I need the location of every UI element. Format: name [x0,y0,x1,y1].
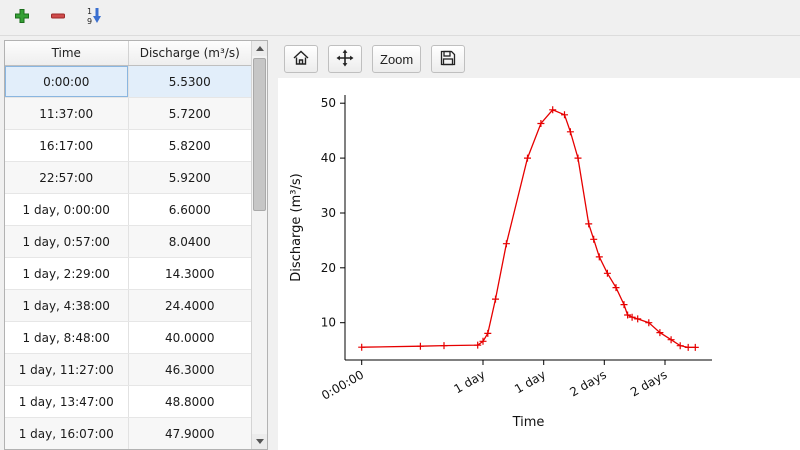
discharge-cell[interactable]: 6.6000 [128,193,251,226]
table-row[interactable]: 1 day, 13:47:00 48.8000 [5,385,251,418]
time-cell[interactable]: 1 day, 16:07:00 [5,417,129,449]
svg-text:Discharge (m³/s): Discharge (m³/s) [289,173,304,281]
column-header-discharge[interactable]: Discharge (m³/s) [128,41,251,66]
main-toolbar: 1 9 [0,0,800,36]
discharge-cell[interactable]: 8.0400 [128,225,251,258]
svg-text:40: 40 [321,151,336,165]
table-row[interactable]: 1 day, 8:48:00 40.0000 [5,321,251,354]
svg-text:50: 50 [321,96,336,110]
time-series-table: Time Discharge (m³/s) 0:00:00 5.5300 11:37… [5,41,251,449]
time-cell[interactable]: 1 day, 8:48:00 [5,321,129,354]
svg-text:9: 9 [87,17,92,26]
zoom-button-label: Zoom [380,51,414,67]
add-row-button[interactable] [8,4,36,32]
svg-text:30: 30 [321,206,336,220]
home-button[interactable] [284,45,318,73]
scrollbar-thumb[interactable] [253,58,266,212]
time-cell[interactable]: 1 day, 11:27:00 [5,353,129,386]
svg-text:10: 10 [321,316,336,330]
table-row[interactable]: 22:57:00 5.9200 [5,161,251,194]
svg-text:1: 1 [87,7,92,16]
time-cell[interactable]: 22:57:00 [5,161,129,194]
discharge-cell[interactable]: 5.5300 [128,65,251,98]
table-row[interactable]: 11:37:00 5.7200 [5,97,251,130]
sort-button[interactable]: 1 9 [80,4,108,32]
minus-icon [49,7,67,28]
svg-text:2 days: 2 days [628,367,669,399]
svg-text:2 days: 2 days [567,367,608,399]
table-scrollbar[interactable] [251,41,267,449]
discharge-cell[interactable]: 47.9000 [128,417,251,449]
triangle-up-icon [255,46,264,51]
svg-text:1 day: 1 day [451,367,487,396]
time-cell[interactable]: 0:00:00 [5,65,129,98]
svg-text:20: 20 [321,261,336,275]
time-cell[interactable]: 1 day, 0:57:00 [5,225,129,258]
svg-text:1 day: 1 day [512,367,548,396]
save-button[interactable] [431,45,466,73]
time-cell[interactable]: 1 day, 0:00:00 [5,193,129,226]
move-arrows-icon [336,49,354,70]
zoom-button[interactable]: Zoom [372,45,422,73]
discharge-cell[interactable]: 48.8000 [128,385,251,418]
remove-row-button[interactable] [44,4,72,32]
table-row[interactable]: 1 day, 4:38:00 24.4000 [5,289,251,322]
table-row[interactable]: 1 day, 2:29:00 14.3000 [5,257,251,290]
save-floppy-icon [439,49,457,70]
table-row[interactable]: 1 day, 0:57:00 8.0400 [5,225,251,258]
time-series-table-panel: Time Discharge (m³/s) 0:00:00 5.5300 11:37… [4,40,268,450]
discharge-figure: 10 20 30 40 50 0:00:00 1 day 1 day 2 days 2 days T… [278,78,800,450]
column-header-time[interactable]: Time [5,41,129,66]
discharge-plot[interactable]: 10 20 30 40 50 0:00:00 1 day 1 day 2 days 2 days T… [278,78,800,450]
table-row[interactable]: 1 day, 16:07:00 47.9000 [5,417,251,449]
discharge-cell[interactable]: 40.0000 [128,321,251,354]
svg-text:0:00:00: 0:00:00 [319,367,366,402]
discharge-cell[interactable]: 5.7200 [128,97,251,130]
scrollbar-up-button[interactable] [252,41,267,56]
home-icon [292,49,310,70]
discharge-cell[interactable]: 24.4000 [128,289,251,322]
table-row[interactable]: 1 day, 0:00:00 6.6000 [5,193,251,226]
sort-numeric-ascending-icon: 1 9 [84,6,104,29]
scrollbar-track[interactable] [252,56,267,434]
time-cell[interactable]: 1 day, 13:47:00 [5,385,129,418]
time-cell[interactable]: 1 day, 2:29:00 [5,257,129,290]
pan-button[interactable] [328,45,362,73]
table-row[interactable]: 0:00:00 5.5300 [5,65,251,98]
discharge-cell[interactable]: 5.9200 [128,161,251,194]
chart-toolbar: Zoom [284,44,466,74]
plus-icon [13,7,31,28]
time-cell[interactable]: 1 day, 4:38:00 [5,289,129,322]
table-row[interactable]: 1 day, 11:27:00 46.3000 [5,353,251,386]
table-header-row: Time Discharge (m³/s) [5,41,251,66]
time-cell[interactable]: 16:17:00 [5,129,129,162]
time-cell[interactable]: 11:37:00 [5,97,129,130]
triangle-down-icon [255,439,264,444]
discharge-cell[interactable]: 46.3000 [128,353,251,386]
table-row[interactable]: 16:17:00 5.8200 [5,129,251,162]
discharge-cell[interactable]: 14.3000 [128,257,251,290]
discharge-cell[interactable]: 5.8200 [128,129,251,162]
scrollbar-down-button[interactable] [252,434,267,449]
svg-text:Time: Time [512,415,545,430]
